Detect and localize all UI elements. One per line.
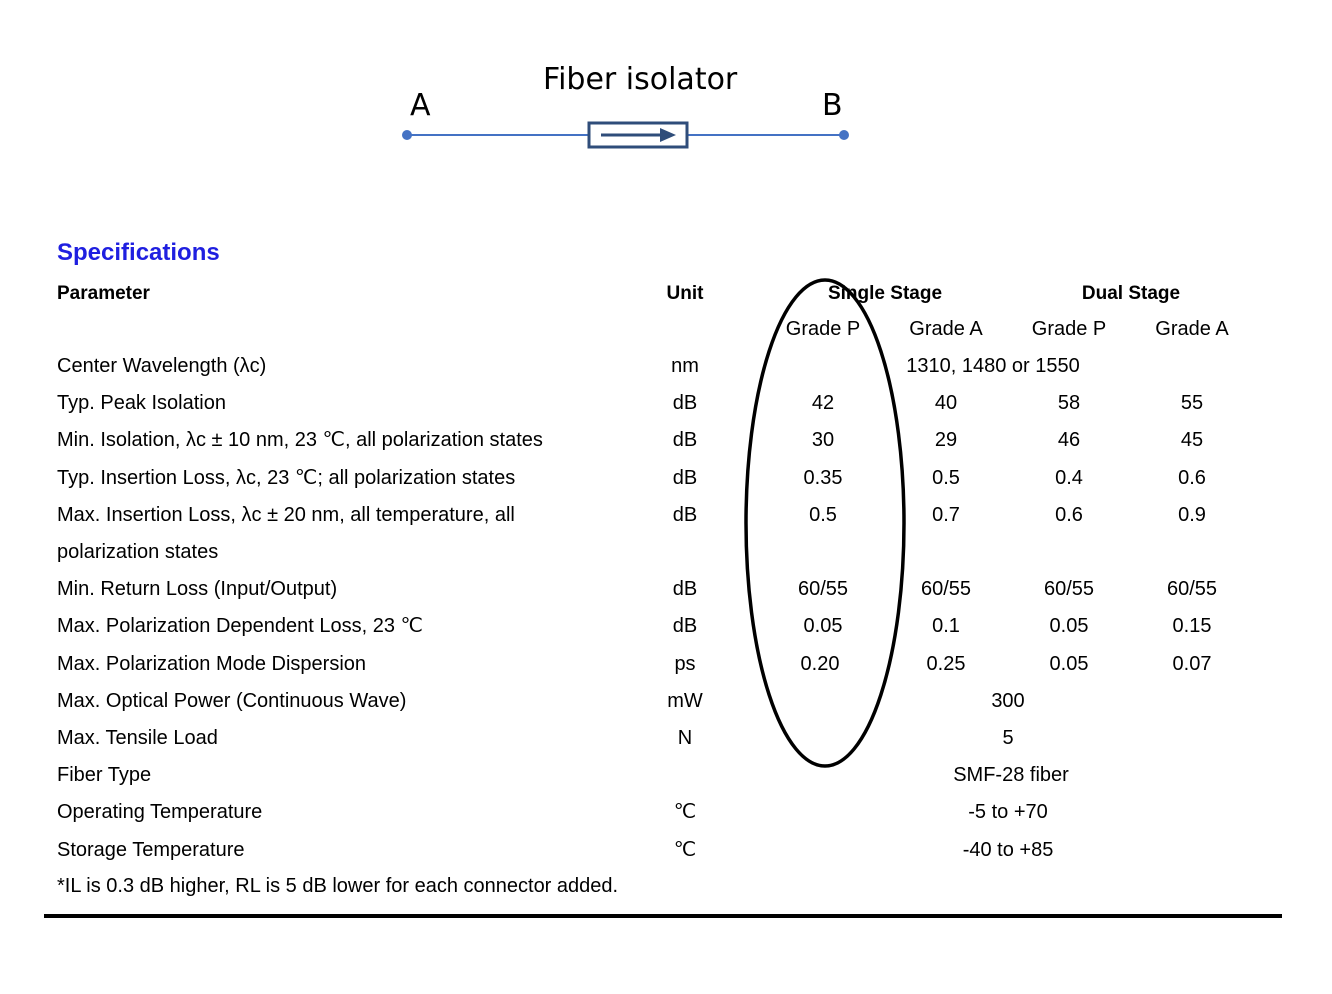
bottom-divider xyxy=(44,914,1282,918)
span-value: 1310, 1480 or 1550 xyxy=(906,355,1080,377)
value-cell: 0.07 xyxy=(1172,653,1212,675)
param-label: Typ. Peak Isolation xyxy=(57,392,226,414)
param-label: Max. Tensile Load xyxy=(57,727,218,749)
value-cell: 0.05 xyxy=(1049,653,1089,675)
unit-cell: dB xyxy=(672,467,698,489)
span-value: -5 to +70 xyxy=(968,801,1048,823)
param-label: Max. Polarization Mode Dispersion xyxy=(57,653,367,675)
value-cell: 0.7 xyxy=(932,504,960,526)
value-cell: 0.20 xyxy=(800,653,840,675)
value-cell: 30 xyxy=(811,429,835,451)
unit-cell: dB xyxy=(672,578,698,600)
port-a-label: A xyxy=(410,88,431,123)
value-cell: 0.05 xyxy=(1049,615,1089,637)
footnote: *IL is 0.3 dB higher, RL is 5 dB lower f… xyxy=(57,875,619,897)
value-cell: 45 xyxy=(1180,429,1204,451)
port-b-label: B xyxy=(822,88,843,123)
param-label: Max. Polarization Dependent Loss, 23 ℃ xyxy=(57,615,423,637)
param-label: Max. Insertion Loss, λc ± 20 nm, all tem… xyxy=(57,504,515,526)
value-cell: 60/55 xyxy=(1166,578,1218,600)
port-a-dot xyxy=(402,130,412,140)
fiber-isolator-diagram: Fiber isolator A B xyxy=(0,0,1332,200)
isolator-arrow-head xyxy=(660,128,676,142)
value-cell: 60/55 xyxy=(797,578,849,600)
value-cell: 0.35 xyxy=(803,467,843,489)
grade-header: Grade P xyxy=(1031,318,1107,340)
value-cell: 0.5 xyxy=(932,467,960,489)
value-cell: 0.1 xyxy=(932,615,960,637)
isolator-schematic xyxy=(402,121,849,149)
diagram-title: Fiber isolator xyxy=(543,62,738,97)
value-cell: 0.05 xyxy=(803,615,843,637)
value-cell: 55 xyxy=(1180,392,1204,414)
value-cell: 0.5 xyxy=(809,504,837,526)
single-stage-header: Single Stage xyxy=(827,283,943,304)
grade-header: Grade A xyxy=(1155,318,1229,340)
unit-cell: dB xyxy=(672,429,698,451)
value-cell: 42 xyxy=(811,392,835,414)
unit-cell: dB xyxy=(672,615,698,637)
grade-header: Grade P xyxy=(785,318,861,340)
span-value: SMF-28 fiber xyxy=(953,764,1069,786)
param-label: Center Wavelength (λc) xyxy=(57,355,267,377)
specifications-heading: Specifications xyxy=(57,239,220,266)
value-cell: 0.15 xyxy=(1172,615,1212,637)
unit-cell: N xyxy=(677,727,693,749)
unit-cell: nm xyxy=(671,355,699,377)
unit-cell: ℃ xyxy=(673,839,697,861)
parameter-header: Parameter xyxy=(57,283,150,304)
unit-cell: ℃ xyxy=(673,801,697,823)
param-label: Max. Optical Power (Continuous Wave) xyxy=(57,690,407,712)
value-cell: 60/55 xyxy=(1043,578,1095,600)
param-label: Typ. Insertion Loss, λc, 23 ℃; all polar… xyxy=(57,467,516,489)
value-cell: 58 xyxy=(1057,392,1081,414)
value-cell: 0.25 xyxy=(926,653,966,675)
unit-cell: dB xyxy=(672,392,698,414)
span-value: 300 xyxy=(991,690,1025,712)
param-label: Storage Temperature xyxy=(57,839,245,861)
value-cell: 29 xyxy=(934,429,958,451)
param-label-continued: polarization states xyxy=(57,541,219,563)
unit-cell: mW xyxy=(667,690,703,712)
param-label: Operating Temperature xyxy=(57,801,263,823)
span-value: 5 xyxy=(1002,727,1014,749)
value-cell: 40 xyxy=(934,392,958,414)
span-value: -40 to +85 xyxy=(962,839,1054,861)
value-cell: 0.6 xyxy=(1178,467,1206,489)
value-cell: 0.4 xyxy=(1055,467,1083,489)
unit-cell: ps xyxy=(674,653,696,675)
unit-cell: dB xyxy=(672,504,698,526)
value-cell: 0.6 xyxy=(1055,504,1083,526)
value-cell: 46 xyxy=(1057,429,1081,451)
value-cell: 0.9 xyxy=(1178,504,1206,526)
grade-header: Grade A xyxy=(909,318,983,340)
param-label: Min. Return Loss (Input/Output) xyxy=(57,578,338,600)
param-label: Fiber Type xyxy=(57,764,152,786)
param-label: Min. Isolation, λc ± 10 nm, 23 ℃, all po… xyxy=(57,429,543,451)
value-cell: 60/55 xyxy=(920,578,972,600)
port-b-dot xyxy=(839,130,849,140)
dual-stage-header: Dual Stage xyxy=(1081,283,1181,304)
unit-header: Unit xyxy=(666,283,704,304)
